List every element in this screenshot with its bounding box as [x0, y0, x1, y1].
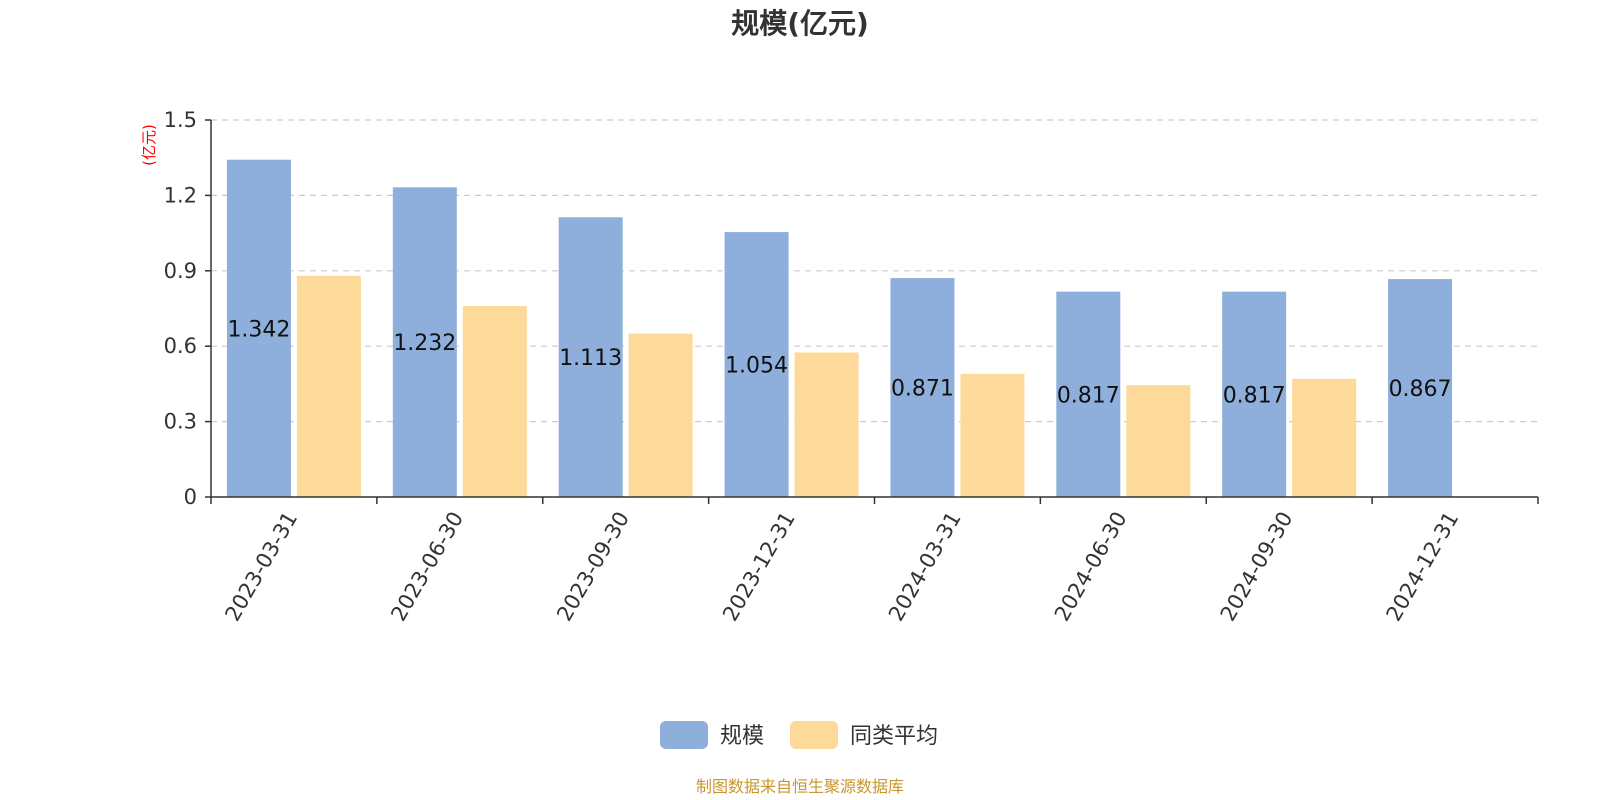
data-label: 0.867	[1389, 377, 1452, 402]
data-label: 0.817	[1057, 383, 1120, 408]
data-label: 1.054	[725, 354, 788, 379]
y-tick-label: 0.9	[164, 259, 197, 283]
bar-peer-average	[1292, 378, 1357, 497]
data-label: 1.232	[393, 331, 456, 356]
bar-peer-average	[794, 352, 859, 497]
x-tick-label: 2023-12-31	[718, 508, 800, 626]
data-label: 0.871	[891, 377, 954, 402]
bar-scale	[1222, 291, 1287, 497]
x-tick-label: 2024-09-30	[1216, 508, 1298, 626]
legend-label: 规模	[720, 724, 764, 749]
y-axis-unit: (亿元)	[140, 124, 158, 166]
bar-peer-average	[960, 373, 1025, 497]
x-tick-label: 2024-12-31	[1382, 508, 1464, 626]
legend-label: 同类平均	[850, 724, 938, 749]
y-tick-label: 1.2	[164, 183, 197, 207]
bar-scale	[558, 217, 623, 498]
source-note: 制图数据来自恒生聚源数据库	[696, 777, 904, 796]
x-tick-label: 2024-06-30	[1050, 508, 1132, 626]
bar-scale	[724, 232, 789, 497]
y-tick-label: 0.6	[164, 334, 197, 358]
x-tick-label: 2023-03-31	[220, 508, 302, 626]
data-label: 1.342	[227, 317, 290, 342]
legend-swatch	[790, 721, 838, 749]
bar-scale	[226, 159, 291, 497]
legend: 规模 同类平均	[660, 721, 938, 749]
bar-scale	[890, 278, 955, 497]
y-tick-label: 1.5	[164, 108, 197, 132]
bar-peer-average	[296, 275, 361, 497]
data-labels: 1.342 1.232 1.113 1.054 0.871 0.817 0.817 0.867	[227, 317, 1451, 408]
bar-peer-average	[628, 333, 693, 497]
bar-scale	[1388, 279, 1453, 497]
x-tick-label: 2024-03-31	[884, 508, 966, 626]
bar-scale	[1056, 291, 1121, 497]
y-tick-label: 0	[184, 485, 197, 509]
chart-title: 规模(亿元)	[731, 7, 869, 40]
data-label: 1.113	[559, 346, 622, 371]
bar-scale	[392, 187, 457, 497]
bars	[226, 159, 1453, 498]
legend-swatch	[660, 721, 708, 749]
x-tick-label: 2023-09-30	[552, 508, 634, 626]
data-label: 0.817	[1223, 383, 1286, 408]
bar-peer-average	[462, 305, 527, 497]
x-tick-label: 2023-06-30	[386, 508, 468, 626]
bar-peer-average	[1126, 385, 1191, 497]
y-tick-label: 0.3	[164, 410, 197, 434]
